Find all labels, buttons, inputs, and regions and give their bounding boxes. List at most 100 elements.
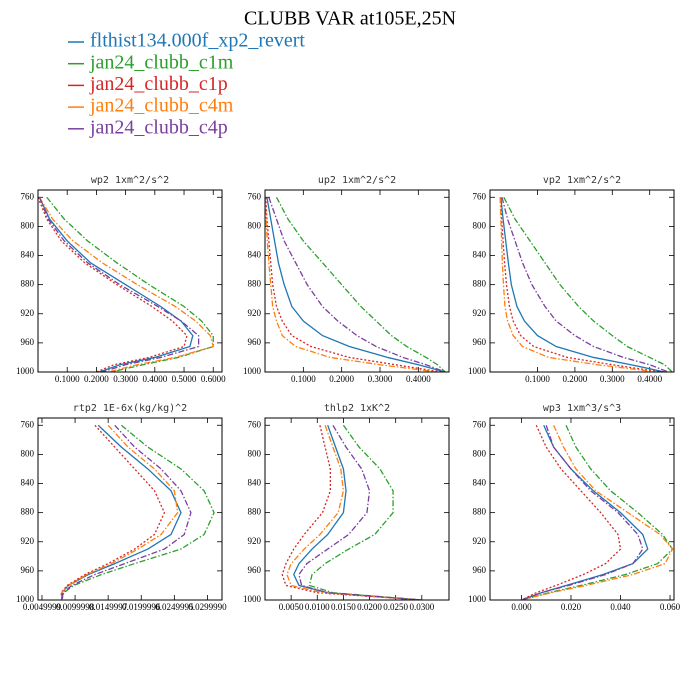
panel: vp2 1xm^2/s^2 760 800 840 880 920 960 1000 0.100… bbox=[468, 175, 675, 384]
profile-line bbox=[61, 424, 215, 600]
plot-frame bbox=[37, 189, 223, 373]
plot-frame bbox=[489, 417, 675, 601]
x-tick-label: 0.1000 bbox=[525, 374, 550, 384]
profile-line bbox=[308, 424, 422, 600]
legend-label: jan24_clubb_c1m bbox=[89, 51, 234, 73]
y-tick-label: 920 bbox=[473, 308, 487, 318]
profile-line bbox=[500, 197, 665, 372]
y-tick-label: 800 bbox=[473, 448, 487, 458]
panel-title: thlp2 1xK^2 bbox=[324, 403, 390, 414]
x-tick-label: 0.4000 bbox=[637, 374, 662, 384]
panel-title: wp2 1xm^2/s^2 bbox=[91, 175, 169, 186]
y-tick-label: 760 bbox=[473, 419, 487, 429]
x-tick-label: 0.040 bbox=[610, 602, 631, 612]
x-tick-label: 0.0250 bbox=[383, 602, 408, 612]
profile-line bbox=[265, 197, 438, 372]
y-tick-label: 1000 bbox=[16, 594, 35, 604]
y-tick-label: 1000 bbox=[468, 366, 487, 376]
legend-label: jan24_clubb_c4p bbox=[89, 116, 228, 138]
profile-line bbox=[298, 424, 422, 600]
y-tick-label: 960 bbox=[473, 565, 487, 575]
profile-line bbox=[499, 197, 658, 372]
y-tick-label: 800 bbox=[21, 220, 35, 230]
profile-line bbox=[265, 197, 442, 372]
profile-line bbox=[266, 197, 446, 372]
panel: rtp2 1E-6x(kg/kg)^2 760 800 840 880 920 960 100… bbox=[16, 403, 227, 612]
plot-frame bbox=[37, 417, 223, 601]
y-tick-label: 760 bbox=[21, 191, 35, 201]
figure-title: CLUBB VAR at105E,25N bbox=[244, 8, 456, 30]
y-tick-label: 960 bbox=[21, 565, 35, 575]
profile-line bbox=[503, 196, 673, 372]
y-tick-label: 880 bbox=[473, 507, 487, 517]
y-tick-label: 960 bbox=[473, 337, 487, 347]
plot-frame bbox=[264, 189, 450, 373]
x-tick-label: 0.3000 bbox=[600, 374, 625, 384]
y-tick-label: 800 bbox=[21, 448, 35, 458]
y-tick-label: 800 bbox=[473, 220, 487, 230]
x-tick-label: 0.2000 bbox=[84, 374, 109, 384]
y-tick-label: 840 bbox=[21, 478, 35, 488]
panel: up2 1xm^2/s^2 760 800 840 880 920 960 1000 0.100… bbox=[243, 175, 450, 384]
y-tick-label: 840 bbox=[473, 250, 487, 260]
profile-line bbox=[521, 425, 674, 600]
profile-line bbox=[521, 425, 644, 600]
y-tick-label: 800 bbox=[248, 448, 262, 458]
y-tick-label: 1000 bbox=[468, 594, 487, 604]
x-tick-label: 0.2000 bbox=[563, 374, 588, 384]
x-tick-label: 0.000 bbox=[511, 602, 532, 612]
x-tick-label: 0.5000 bbox=[172, 374, 197, 384]
x-tick-label: 0.0150 bbox=[331, 602, 356, 612]
x-tick-label: 0.6000 bbox=[201, 374, 226, 384]
x-tick-label: 0.4000 bbox=[406, 374, 431, 384]
x-tick-label: 0.0049999 bbox=[23, 602, 62, 612]
y-tick-label: 920 bbox=[248, 308, 262, 318]
y-tick-label: 960 bbox=[248, 337, 262, 347]
profile-line bbox=[293, 425, 422, 600]
profile-line bbox=[521, 425, 622, 600]
x-tick-label: 0.060 bbox=[660, 602, 681, 612]
x-tick-label: 0.4000 bbox=[142, 374, 167, 384]
y-tick-label: 920 bbox=[473, 536, 487, 546]
x-tick-label: 0.0149997 bbox=[89, 602, 128, 612]
y-tick-label: 880 bbox=[473, 279, 487, 289]
profile-line bbox=[61, 424, 192, 600]
y-tick-label: 880 bbox=[248, 279, 262, 289]
x-tick-label: 0.0050 bbox=[279, 602, 304, 612]
profile-line bbox=[281, 425, 422, 600]
profile-line bbox=[521, 425, 674, 600]
x-tick-label: 0.1000 bbox=[55, 374, 80, 384]
y-tick-label: 960 bbox=[248, 565, 262, 575]
profile-line bbox=[268, 197, 446, 372]
profile-line bbox=[38, 196, 215, 372]
y-tick-label: 1000 bbox=[243, 366, 262, 376]
x-tick-label: 0.020 bbox=[561, 602, 582, 612]
profile-line bbox=[60, 424, 166, 600]
y-tick-label: 760 bbox=[248, 191, 262, 201]
x-tick-label: 0.0100 bbox=[305, 602, 330, 612]
y-tick-label: 920 bbox=[248, 536, 262, 546]
x-tick-label: 0.1000 bbox=[291, 374, 316, 384]
panel-title: wp3 1xm^3/s^3 bbox=[543, 403, 621, 414]
y-tick-label: 880 bbox=[248, 507, 262, 517]
legend-label: jan24_clubb_c4m bbox=[89, 95, 234, 117]
profile-line bbox=[38, 197, 194, 372]
x-tick-label: 0.0299990 bbox=[188, 602, 227, 612]
y-tick-label: 880 bbox=[21, 507, 35, 517]
panel-title: rtp2 1E-6x(kg/kg)^2 bbox=[73, 403, 187, 414]
x-tick-label: 0.0249995 bbox=[155, 602, 194, 612]
profile-line bbox=[46, 196, 214, 372]
profile-line bbox=[275, 196, 446, 372]
y-tick-label: 760 bbox=[473, 191, 487, 201]
profile-line bbox=[61, 424, 179, 600]
y-tick-label: 840 bbox=[21, 250, 35, 260]
panel: wp3 1xm^3/s^3 760 800 840 880 920 960 1000 0.000… bbox=[468, 403, 681, 612]
profile-line bbox=[286, 425, 422, 600]
profile-line bbox=[499, 197, 662, 372]
panel: wp2 1xm^2/s^2 760 800 840 880 920 960 1000 0.100… bbox=[16, 175, 226, 384]
y-tick-label: 840 bbox=[248, 250, 262, 260]
profile-line bbox=[61, 424, 182, 600]
y-tick-label: 800 bbox=[248, 220, 262, 230]
